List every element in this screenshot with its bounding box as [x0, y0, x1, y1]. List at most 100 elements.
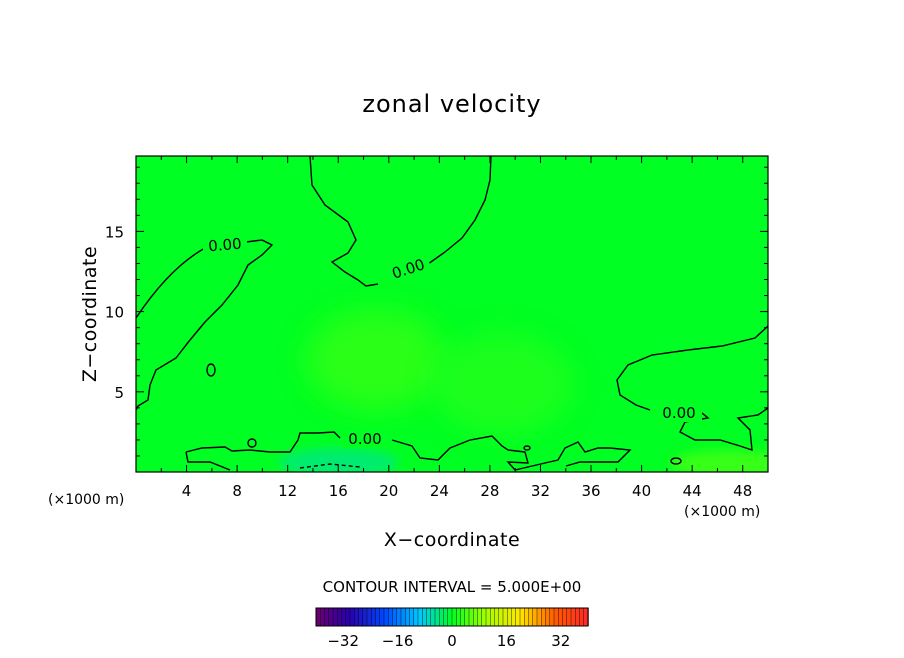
colorbar-segment: [354, 607, 360, 627]
colorbar-segment: [464, 607, 470, 627]
colorbar-segment: [392, 607, 398, 627]
colorbar-segment: [511, 607, 517, 627]
y-tick-label: 5: [114, 384, 124, 402]
colorbar-frame: [315, 607, 589, 627]
colorbar-segment: [358, 607, 364, 627]
colorbar-segment: [366, 607, 372, 627]
x-tick-label: 4: [182, 482, 192, 500]
contour-labels: 0.00 0.00 0.00 0.00: [203, 234, 702, 448]
colorbar-segment: [375, 607, 381, 627]
contour-top: [309, 156, 492, 287]
field-feature-3: [278, 448, 399, 472]
colorbar-segment: [371, 607, 377, 627]
colorbar-segment: [434, 607, 440, 627]
x-unit-left: (×1000 m): [48, 492, 124, 508]
colorbar-segment: [345, 607, 351, 627]
colorbar-tick-label: 32: [551, 632, 570, 650]
colorbar-segment: [481, 607, 487, 627]
x-tick-label: 24: [430, 482, 449, 500]
colorbar-segment: [337, 607, 343, 627]
colorbar-segment: [490, 607, 496, 627]
x-unit-right: (×1000 m): [684, 504, 760, 520]
x-tick-label: 40: [632, 482, 651, 500]
x-tick-label: 12: [278, 482, 297, 500]
x-tick-label: 32: [531, 482, 550, 500]
colorbar-segment: [477, 607, 483, 627]
colorbar-segment: [447, 607, 453, 627]
x-tick-label: 16: [329, 482, 348, 500]
contour-label-1: 0.00: [208, 235, 243, 256]
colorbar-segment: [549, 607, 555, 627]
contour-island-2: [247, 438, 257, 448]
colorbar-segment: [579, 607, 585, 627]
colorbar-segment: [417, 607, 423, 627]
colorbar-segment: [468, 607, 474, 627]
colorbar-segment: [536, 607, 542, 627]
field-feature-2: [432, 333, 573, 434]
colorbar-segment: [341, 607, 347, 627]
colorbar-segment: [396, 607, 402, 627]
colorbar-segment: [528, 607, 534, 627]
colorbar-segment: [541, 607, 547, 627]
colorbar-segment: [473, 607, 479, 627]
colorbar-segment: [349, 607, 355, 627]
colorbar-segment: [320, 607, 326, 627]
colorbar-segment: [400, 607, 406, 627]
colorbar-segment: [562, 607, 568, 627]
colorbar-segment: [328, 607, 334, 627]
contour-dashed: [299, 463, 361, 469]
colorbar-segment: [439, 607, 445, 627]
plot-frame: [135, 155, 769, 473]
colorbar-segment: [507, 607, 513, 627]
colorbar-ticks: −32 −16 0 16 32: [327, 632, 570, 650]
colorbar-segment: [494, 607, 500, 627]
colorbar-segment: [332, 607, 338, 627]
colorbar-segment: [426, 607, 432, 627]
x-tick-label: 8: [232, 482, 242, 500]
field-feature-1: [306, 309, 447, 410]
colorbar-segment: [324, 607, 330, 627]
colorbar-segment: [383, 607, 389, 627]
colorbar-segment: [362, 607, 368, 627]
colorbar-segment: [409, 607, 415, 627]
colorbar-segment: [519, 607, 525, 627]
colorbar: [315, 607, 589, 627]
y-axis-label: Z−coordinate: [79, 246, 101, 382]
field-feature-4: [670, 449, 768, 472]
axis-ticks: [136, 156, 768, 472]
colorbar-segment: [566, 607, 572, 627]
colorbar-segment: [558, 607, 564, 627]
field-background: [136, 156, 768, 472]
colorbar-segment: [553, 607, 559, 627]
colorbar-segment: [524, 607, 530, 627]
contour-island-4: [523, 445, 531, 451]
colorbar-segment: [456, 607, 462, 627]
colorbar-segment: [430, 607, 436, 627]
contour-left: [136, 239, 274, 411]
colorbar-segment: [575, 607, 581, 627]
chart-title: zonal velocity: [362, 90, 541, 118]
x-axis-label: X−coordinate: [384, 529, 520, 551]
colorbar-segment: [515, 607, 521, 627]
contour-bottom: [185, 431, 632, 471]
contour-island-3: [670, 457, 682, 465]
colorbar-segment: [379, 607, 385, 627]
field-features: [278, 309, 768, 472]
colorbar-segment: [532, 607, 538, 627]
colorbar-segment: [502, 607, 508, 627]
x-tick-label: 48: [733, 482, 752, 500]
contour-label-3: 0.00: [662, 404, 695, 422]
colorbar-segment: [545, 607, 551, 627]
colorbar-segment: [451, 607, 457, 627]
contour-island-1: [206, 363, 216, 377]
colorbar-segment: [413, 607, 419, 627]
colorbar-segment: [498, 607, 504, 627]
colorbar-tick-label: −32: [327, 632, 359, 650]
contour-label-4: 0.00: [348, 430, 381, 448]
x-tick-label: 44: [683, 482, 702, 500]
colorbar-segment: [460, 607, 466, 627]
zero-contours: [136, 156, 768, 471]
colorbar-tick-label: 16: [497, 632, 516, 650]
